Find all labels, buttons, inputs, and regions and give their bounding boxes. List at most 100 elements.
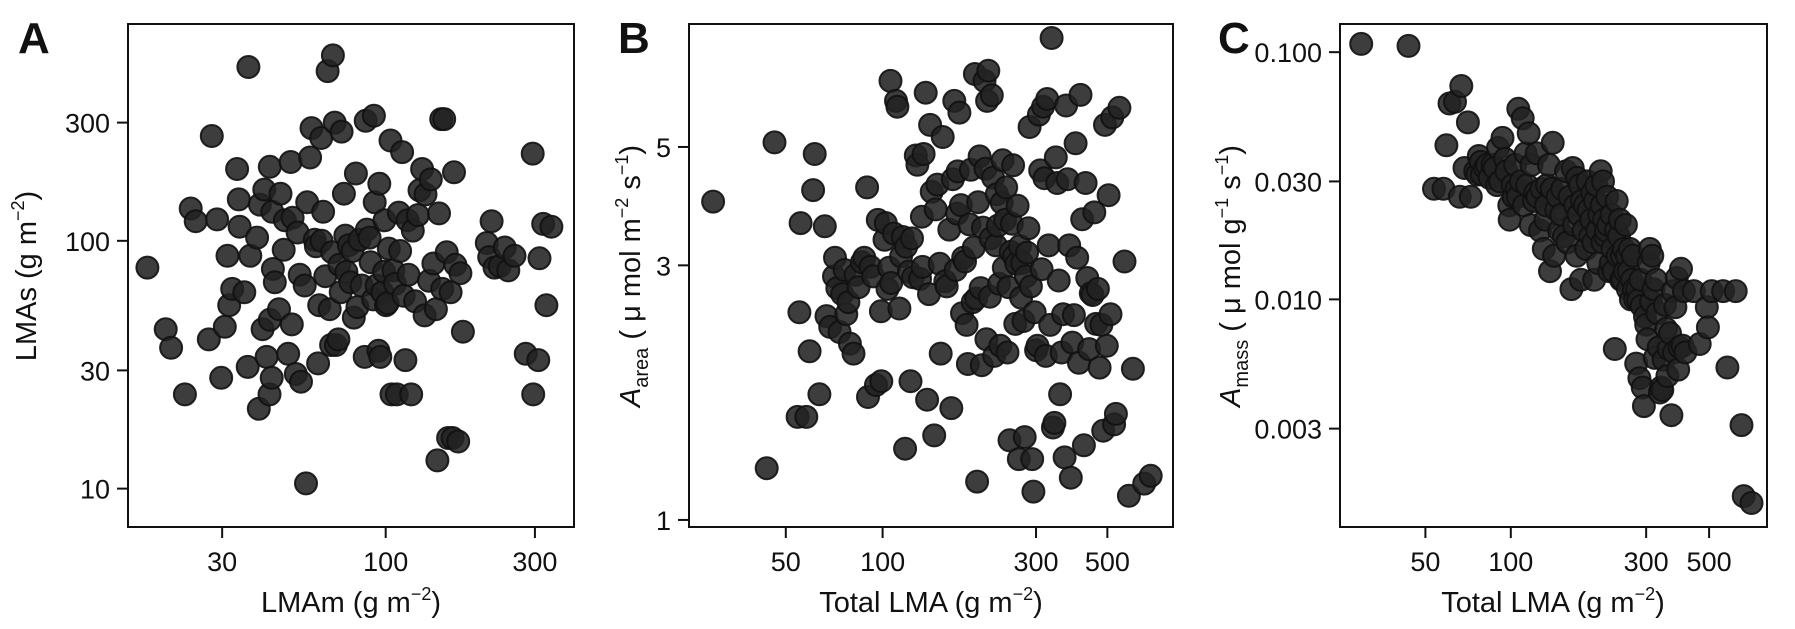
- panel-b-data-point: [1022, 300, 1047, 325]
- panel-c-data-point: [1434, 133, 1459, 158]
- panel-a-y-tick-label: 10: [80, 475, 110, 505]
- panel-a-data-point: [448, 261, 473, 286]
- panel-c-y-tick-label: 0.100: [1254, 38, 1322, 68]
- panel-a-data-point: [388, 239, 413, 263]
- panel-c-x-tick-label: 50: [1410, 547, 1440, 577]
- panel-c-ylabel: Amass ( μ mol g−1 s−1): [1212, 145, 1253, 409]
- panel-c-data-point: [1715, 355, 1740, 380]
- panel-b-data-point: [1036, 233, 1061, 258]
- panel-b-data-point: [1058, 465, 1083, 490]
- panel-b-data-point: [885, 94, 910, 119]
- panel-b-data-point: [900, 226, 924, 251]
- panel-b-data-point: [911, 142, 936, 166]
- panel-a-y-tick-label: 300: [65, 109, 110, 139]
- panel-c-xlabel: Total LMA (g m−2): [1441, 584, 1665, 619]
- panel-b-data-point: [1039, 26, 1064, 50]
- panel-a-data-point: [320, 43, 345, 68]
- panel-a-data-point: [227, 214, 252, 239]
- panel-b-data-point: [1042, 410, 1067, 435]
- panel-b-data-point: [1016, 216, 1041, 241]
- panel-a-data-point: [235, 354, 260, 379]
- panel-b-data-point: [1015, 240, 1040, 265]
- panel-b-data-point: [1052, 445, 1077, 470]
- panel-a-data-point: [450, 319, 475, 344]
- panel-a-data-point: [289, 369, 313, 394]
- panel-b-data-point: [928, 341, 953, 366]
- panel-b-data-point: [1096, 183, 1121, 208]
- panel-a-data-point: [159, 335, 184, 360]
- panel-c-x-tick-label: 500: [1687, 547, 1732, 577]
- panel-b-data-point: [1048, 382, 1073, 407]
- panel-a-data-point: [390, 140, 415, 165]
- panel-a-letter: A: [18, 14, 50, 63]
- panel-b-data-point: [893, 436, 918, 461]
- panel-c-data-point: [1458, 184, 1483, 209]
- panel-b-data-point: [1043, 145, 1068, 170]
- panel-c-data-point: [1729, 413, 1754, 438]
- panel-b-y-tick-label: 3: [656, 251, 671, 281]
- panel-b-data-point: [1071, 433, 1096, 458]
- panel-b-data-point: [1112, 249, 1137, 274]
- panel-c: C 50 100 300 500 0.003 0.010 0.030 0.100 Total …: [1212, 14, 1768, 619]
- panel-a-data-point: [292, 273, 317, 298]
- panel-b-data-point: [923, 197, 948, 222]
- panel-b-data-point: [1087, 355, 1112, 380]
- panel-a-ylabel: LMAs (g m−2): [8, 191, 43, 361]
- panel-a-data-point: [232, 280, 257, 305]
- panel-a-data-point: [209, 365, 234, 390]
- panel-c-data-point: [1640, 243, 1665, 268]
- panel-b-x-tick-label: 300: [1013, 547, 1058, 577]
- panel-b-data-point: [797, 339, 822, 364]
- panel-b-data-point: [1063, 131, 1088, 156]
- panel-a-xlabel: LMAm (g m−2): [261, 584, 441, 619]
- panel-a-data-point: [479, 209, 504, 234]
- panel-b-x-tick-label: 100: [860, 547, 905, 577]
- panel-c-data-point: [1659, 403, 1684, 428]
- panel-c-frame: [1339, 23, 1768, 528]
- panel-a-data-point: [502, 243, 527, 268]
- panel-b-data-point: [979, 83, 1004, 108]
- panel-a-data-point: [225, 157, 250, 181]
- panel-a-data-point: [294, 471, 318, 496]
- panel-c-axes: 50 100 300 500 0.003 0.010 0.030 0.100: [1254, 38, 1731, 577]
- panel-a-data-point: [183, 209, 208, 234]
- panel-a-data-point: [215, 243, 240, 268]
- panel-a-data-point: [196, 327, 221, 352]
- panel-a-data-point: [357, 225, 382, 250]
- panel-c-letter: C: [1218, 14, 1250, 63]
- panel-c-data-point: [1695, 315, 1720, 340]
- panel-a-data-point: [262, 270, 287, 295]
- panel-b-xlabel: Total LMA (g m−2): [819, 584, 1043, 619]
- panel-a-data-point: [199, 124, 224, 148]
- panel-b-data-point: [898, 369, 923, 394]
- panel-c-y-tick-label: 0.010: [1254, 285, 1322, 315]
- panel-a-axes: 30 100 300 10 30 100 300: [65, 109, 558, 577]
- panel-a-data-point: [268, 181, 293, 206]
- panel-b-data-point: [915, 387, 940, 412]
- panel-c-data-point: [1669, 256, 1693, 281]
- panel-a-data-point: [521, 382, 546, 407]
- panel-b-data-point: [939, 396, 964, 421]
- panel-a-data-point: [539, 214, 564, 239]
- panel-b-data-point: [930, 125, 955, 149]
- panel-b-data-point: [841, 341, 866, 366]
- panel-a-y-tick-label: 30: [80, 356, 110, 386]
- panel-a-data-point: [245, 225, 270, 250]
- panel-b-x-tick-label: 500: [1085, 547, 1130, 577]
- panel-a-data-point: [432, 107, 457, 132]
- panel-c-data-point: [1739, 491, 1764, 515]
- panel-a-data-point: [534, 293, 559, 318]
- panel-c-x-tick-label: 300: [1624, 547, 1669, 577]
- panel-a-data-point: [520, 141, 545, 166]
- panel-b-data-point: [807, 382, 832, 407]
- panel-a-x-tick-label: 300: [512, 547, 557, 577]
- panel-b-data-point: [754, 456, 779, 481]
- panel-b-data-point: [994, 175, 1019, 200]
- panel-a-points: [135, 43, 564, 496]
- panel-a-data-point: [393, 348, 418, 373]
- panel-b-data-point: [1138, 463, 1163, 488]
- panel-a-data-point: [279, 312, 304, 337]
- panel-b-data-point: [1082, 200, 1107, 225]
- panel-a-data-point: [425, 448, 450, 473]
- panel-b-data-point: [802, 142, 827, 166]
